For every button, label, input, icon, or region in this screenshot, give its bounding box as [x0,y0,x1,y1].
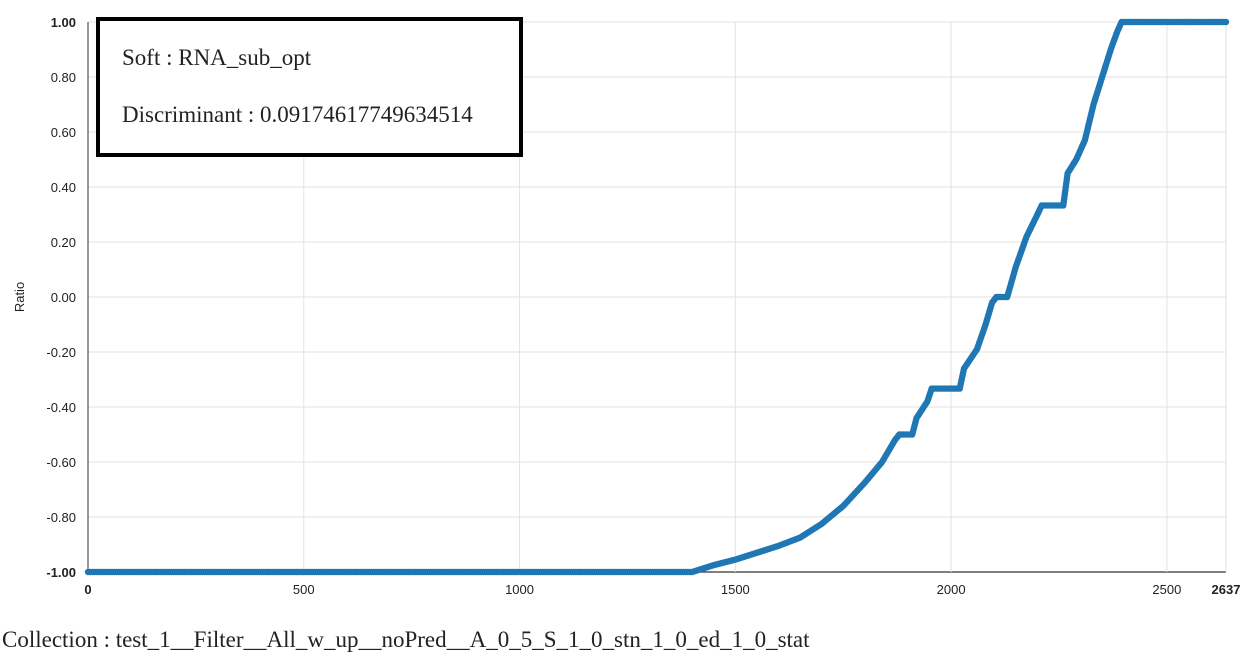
y-tick-label: 0.40 [51,180,76,195]
x-tick-label: 500 [293,582,315,597]
y-tick-label: -0.80 [46,510,76,525]
x-tick-label: 2000 [937,582,966,597]
y-tick-label: -0.40 [46,400,76,415]
collection-label: Collection : test_1__Filter__All_w_up__n… [2,627,810,652]
x-tick-label: 1500 [721,582,750,597]
y-axis-title: Ratio [12,282,27,312]
y-tick-label: -1.00 [46,565,76,580]
y-tick-label: 0.00 [51,290,76,305]
y-tick-label: 0.20 [51,235,76,250]
legend-discriminant-label: Discriminant : 0.09174617749634514 [122,102,473,127]
y-tick-label: -0.60 [46,455,76,470]
x-tick-label: 2637 [1212,582,1241,597]
y-axis-ticks: 1.00 0.80 0.60 0.40 0.20 0.00 -0.20 -0.40 -0.60 -… [46,15,76,580]
x-tick-label: 0 [84,582,91,597]
y-tick-label: 1.00 [51,15,76,30]
x-tick-label: 2500 [1152,582,1181,597]
y-tick-label: 0.60 [51,125,76,140]
legend-box: Soft : RNA_sub_opt Discriminant : 0.0917… [96,17,523,157]
data-point [1222,18,1230,26]
y-tick-label: -0.20 [46,345,76,360]
data-points [84,18,1230,576]
y-tick-label: 0.80 [51,70,76,85]
x-tick-label: 1000 [505,582,534,597]
x-axis-ticks: 0 500 1000 1500 2000 2500 2637 [84,582,1240,597]
legend-soft-label: Soft : RNA_sub_opt [122,45,312,70]
